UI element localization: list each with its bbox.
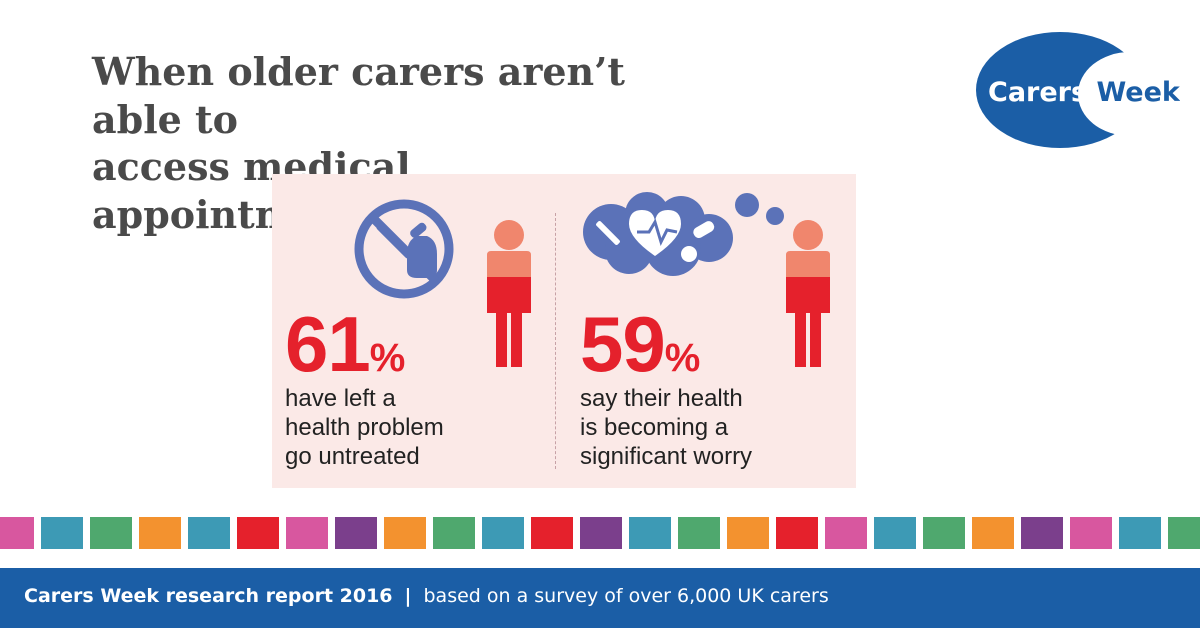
person-icon-right [786, 220, 830, 367]
stripe-block [482, 517, 524, 549]
stat-percent-left: % [369, 336, 406, 380]
stripe-block [923, 517, 965, 549]
stripe-block [1021, 517, 1063, 549]
stripe-block [237, 517, 279, 549]
stripe-block [874, 517, 916, 549]
headline-line-1: When older carers aren’t able to [92, 49, 625, 142]
stripe-block [678, 517, 720, 549]
stripe-block [972, 517, 1014, 549]
stat-description-left: have left a health problem go untreated [285, 384, 444, 471]
stat-text-right-line-3: significant worry [580, 443, 753, 470]
stripe-block [384, 517, 426, 549]
stripe-block [1168, 517, 1200, 549]
stripe-block [776, 517, 818, 549]
stripe-block [1070, 517, 1112, 549]
stripe-block [531, 517, 573, 549]
stripe-block [580, 517, 622, 549]
logo-word-week: Week [1096, 77, 1180, 108]
footer-report-title: Carers Week research report 2016 [24, 585, 393, 607]
stat-text-right-line-1: say their health [580, 385, 743, 412]
stripe-block [1119, 517, 1161, 549]
stripe-block [188, 517, 230, 549]
stat-number-right: 59% [580, 305, 700, 383]
colour-stripe [0, 517, 1200, 549]
stripe-block [139, 517, 181, 549]
stripe-block [727, 517, 769, 549]
no-medication-icon [354, 199, 454, 299]
stripe-block [0, 517, 34, 549]
stripe-block [286, 517, 328, 549]
panel-divider [555, 213, 556, 469]
stat-description-right: say their health is becoming a significa… [580, 384, 752, 471]
stat-text-left-line-2: health problem [285, 414, 444, 441]
stat-number-left: 61% [285, 305, 405, 383]
footer-text: Carers Week research report 2016 | based o… [24, 585, 829, 607]
logo-text-carers: Carers Week™ [988, 77, 1180, 108]
stat-percent-right: % [664, 336, 701, 380]
stat-text-left-line-1: have left a [285, 385, 396, 412]
stripe-block [629, 517, 671, 549]
person-icon-left [487, 220, 531, 367]
health-worry-thought-icon [583, 192, 784, 276]
stat-text-left-line-3: go untreated [285, 443, 420, 470]
stat-text-right-line-2: is becoming a [580, 414, 729, 441]
stripe-block [90, 517, 132, 549]
stripe-block [41, 517, 83, 549]
logo-word-carers: Carers [988, 77, 1096, 108]
carers-week-logo: Carers Week™ [976, 32, 1180, 148]
stripe-block [433, 517, 475, 549]
stat-value-right: 59 [580, 300, 666, 388]
footer-subtitle: based on a survey of over 6,000 UK carer… [423, 585, 829, 607]
stat-value-left: 61 [285, 300, 371, 388]
footer-bar: Carers Week research report 2016 | based o… [0, 568, 1200, 628]
footer-separator: | [404, 585, 412, 607]
stripe-block [335, 517, 377, 549]
stripe-block [825, 517, 867, 549]
